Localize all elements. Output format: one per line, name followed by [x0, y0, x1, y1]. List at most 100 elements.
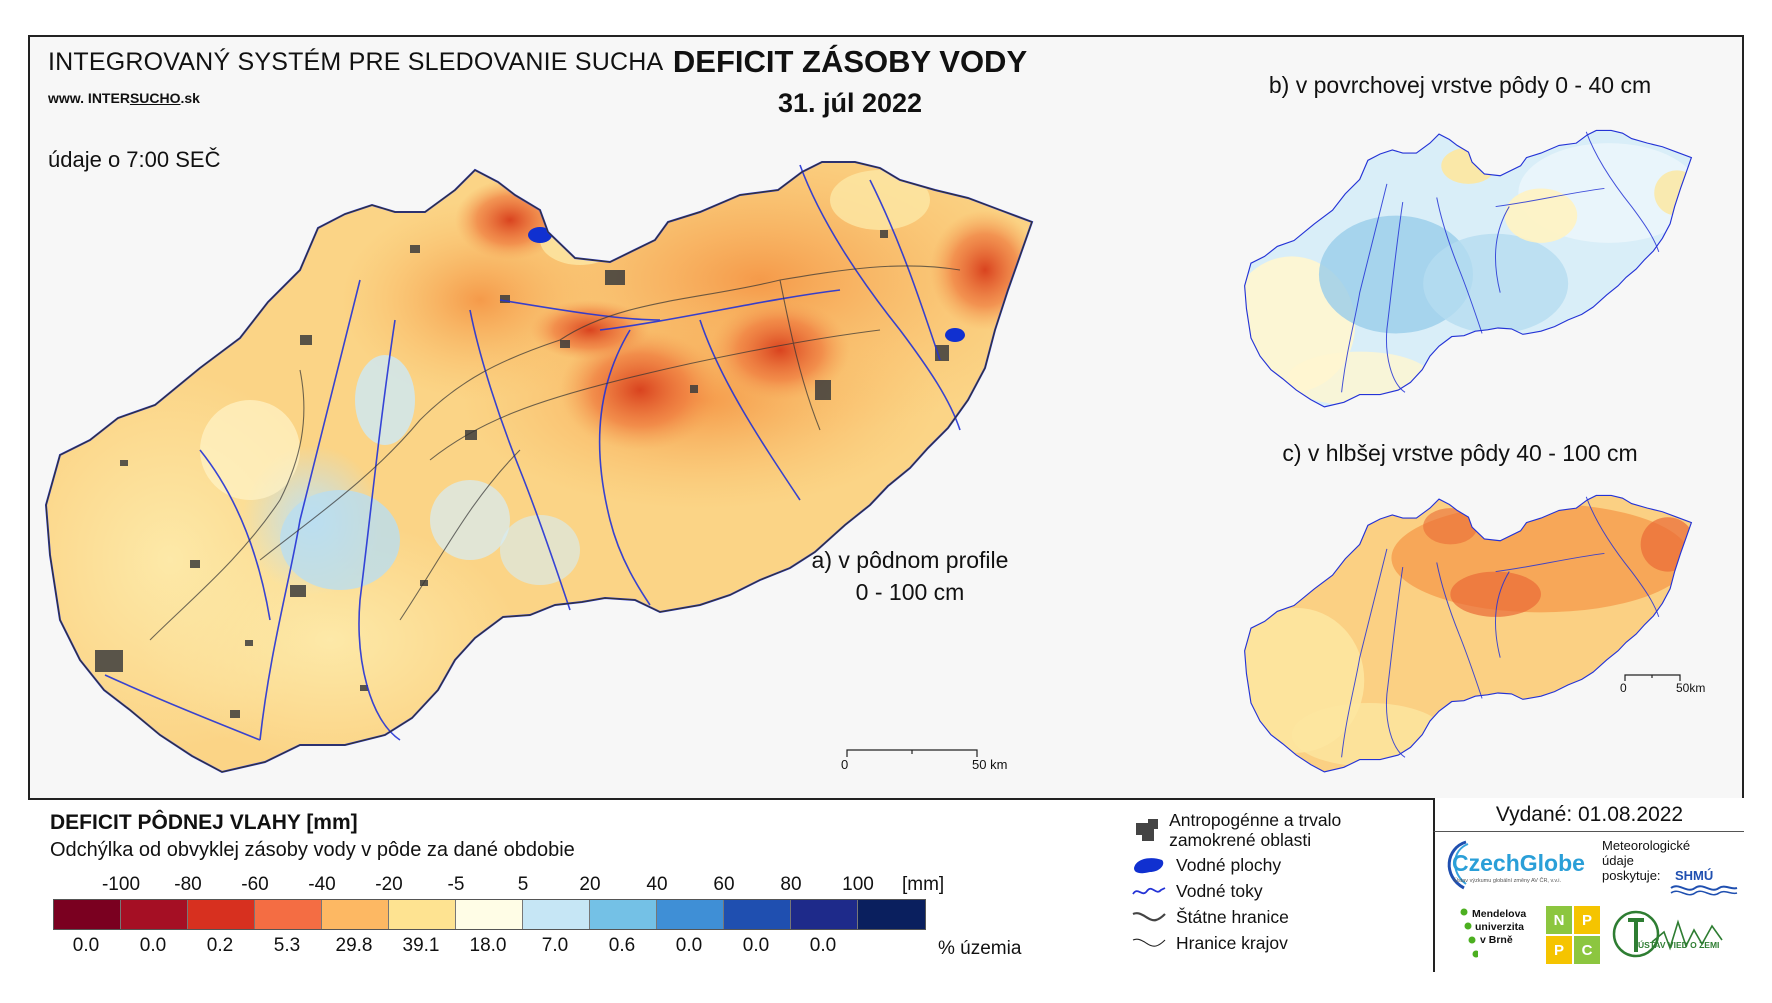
system-title: INTEGROVANÝ SYSTÉM PRE SLEDOVANIE SUCHA: [48, 48, 664, 76]
color-swatch: [322, 900, 389, 929]
legend-tick-label: 60: [713, 874, 735, 895]
legend-tick-label: 5: [517, 874, 529, 895]
nppc-logo[interactable]: N P P C: [1546, 906, 1600, 964]
legend-percent-value: 0.0: [72, 935, 100, 956]
scale-zero: 0: [841, 757, 849, 772]
color-swatch: [791, 900, 858, 929]
legend-percent-value: 0.0: [809, 935, 837, 956]
symbol-water-label: Vodné plochy: [1176, 855, 1282, 875]
nppc-letter-1: N: [1546, 906, 1572, 934]
meteo-line2: údaje: [1602, 853, 1634, 868]
shmu-wave-icon: [1670, 885, 1738, 896]
symbol-legend: Antropogénne a trvalo zamokrené oblasti …: [1130, 808, 1430, 956]
color-swatch: [724, 900, 791, 929]
main-title: DEFICIT ZÁSOBY VODY: [672, 44, 1028, 79]
legend-tick-label: -5: [447, 874, 465, 895]
small-scale-zero: 0: [1620, 681, 1627, 695]
legend-percent-value: 5.3: [273, 935, 301, 956]
nppc-letter-4: C: [1574, 936, 1600, 964]
mendel-line1: Mendelova: [1472, 908, 1527, 920]
legend-percent-value: 0.0: [139, 935, 167, 956]
legend-tick-label: -20: [375, 874, 403, 895]
symbol-state-border: Štátne hranice: [1130, 904, 1430, 930]
legend-percent-value: 18.0: [469, 935, 507, 956]
color-swatch: [54, 900, 121, 929]
legend-percent-value: 0.2: [206, 935, 234, 956]
symbol-river-label: Vodné toky: [1176, 881, 1263, 901]
shmu-name: SHMÚ: [1675, 868, 1714, 883]
symbol-region-border: Hranice krajov: [1130, 930, 1430, 956]
color-swatch: [657, 900, 724, 929]
small-scale-bar: [1624, 674, 1681, 681]
ustav-vied-o-zemi-logo[interactable]: ÚSTAV VIED O ZEMI: [1612, 902, 1732, 968]
czechglobe-logo[interactable]: CzechGlobe Ústav výzkumu globální změny …: [1438, 836, 1598, 896]
color-swatch: [523, 900, 590, 929]
time-note: údaje o 7:00 SEČ: [48, 147, 221, 172]
nppc-letter-2: P: [1574, 906, 1600, 934]
nppc-letter-3: P: [1546, 936, 1572, 964]
color-swatch: [255, 900, 322, 929]
legend-tick-label: -100: [101, 874, 141, 895]
legend-percent-value: 0.6: [608, 935, 636, 956]
url-suffix: .sk: [180, 90, 200, 106]
percent-unit: % územia: [938, 938, 1022, 959]
color-swatch: [456, 900, 523, 929]
panel-a-line2: 0 - 100 cm: [855, 579, 965, 605]
legend-tick-label: 80: [780, 874, 802, 895]
legend-unit: [mm]: [902, 874, 945, 895]
czechglobe-name: CzechGlobe: [1452, 850, 1585, 876]
legend-tick-label: -40: [308, 874, 336, 895]
legend-tick-label: 40: [646, 874, 668, 895]
shmu-logo[interactable]: SHMÚ: [1669, 866, 1739, 896]
mendel-dots-icon: [1460, 908, 1478, 958]
color-scale-bar: [53, 899, 926, 930]
color-swatch: [121, 900, 188, 929]
issued-date: Vydané: 01.08.2022: [1433, 798, 1744, 832]
map-date: 31. júl 2022: [777, 88, 923, 118]
color-swatch: [188, 900, 255, 929]
legend-tick-label: -60: [241, 874, 269, 895]
meteo-line3: poskytuje:: [1602, 868, 1661, 883]
region-border-icon: [1132, 938, 1166, 947]
symbol-state-border-label: Štátne hranice: [1176, 907, 1289, 927]
panel-b-label: b) v povrchovej vrstve pôdy 0 - 40 cm: [1268, 72, 1652, 98]
river-icon: [1132, 887, 1166, 895]
legend-title: DEFICIT PÔDNEJ VLAHY [mm]: [50, 811, 358, 834]
legend-percent-value: 0.0: [675, 935, 703, 956]
color-swatch: [590, 900, 657, 929]
state-border-icon: [1132, 912, 1166, 922]
main-map: [45, 161, 1033, 773]
legend-tick-label: 100: [842, 874, 874, 895]
legend-percent-value: 0.0: [742, 935, 770, 956]
meteo-provider: Meteorologické údaje poskytuje:: [1602, 838, 1690, 883]
panel-a-line1: a) v pôdnom profile: [811, 547, 1009, 573]
mendel-text: Mendelova univerzita v Brně: [1472, 908, 1562, 947]
legend-percent-value: 7.0: [541, 935, 569, 956]
legend-percent-value: 39.1: [402, 935, 440, 956]
url-underlined: SUCHO: [129, 90, 181, 106]
urban-area-icon: [1136, 819, 1158, 841]
website-url[interactable]: www. INTERSUCHO.sk: [48, 90, 200, 106]
mendel-line3: v Brně: [1480, 934, 1513, 946]
legend-tick-label: -80: [174, 874, 202, 895]
map-b-topsoil: [1244, 129, 1693, 408]
legend-tick-label: 20: [579, 874, 601, 895]
symbol-region-border-label: Hranice krajov: [1176, 933, 1288, 953]
czechglobe-subtitle: Ústav výzkumu globální změny AV ČR, v.v.…: [1454, 878, 1561, 884]
url-prefix: www. INTER: [48, 90, 130, 106]
scale-end: 50 km: [972, 757, 1008, 772]
panel-c-label: c) v hlbšej vrstve pôdy 40 - 100 cm: [1282, 440, 1638, 466]
ustav-emblem-icon: [1612, 910, 1723, 958]
main-scale-bar: [846, 749, 978, 757]
legend-percent-value: 29.8: [335, 935, 373, 956]
mendel-line2: univerzita: [1475, 921, 1525, 933]
color-swatch: [858, 900, 925, 929]
legend-subtitle: Odchýlka od obvyklej zásoby vody v pôde …: [50, 839, 575, 861]
small-scale-end: 50km: [1676, 681, 1706, 695]
symbol-urban: Antropogénne a trvalo zamokrené oblasti: [1130, 808, 1430, 852]
meteo-line1: Meteorologické: [1602, 838, 1691, 853]
symbol-urban-label: Antropogénne a trvalo zamokrené oblasti: [1169, 810, 1342, 850]
czechglobe-swoosh-icon: [1447, 840, 1469, 890]
ustav-name: ÚSTAV VIED O ZEMI: [1638, 940, 1720, 950]
symbol-water: Vodné plochy: [1130, 852, 1430, 878]
